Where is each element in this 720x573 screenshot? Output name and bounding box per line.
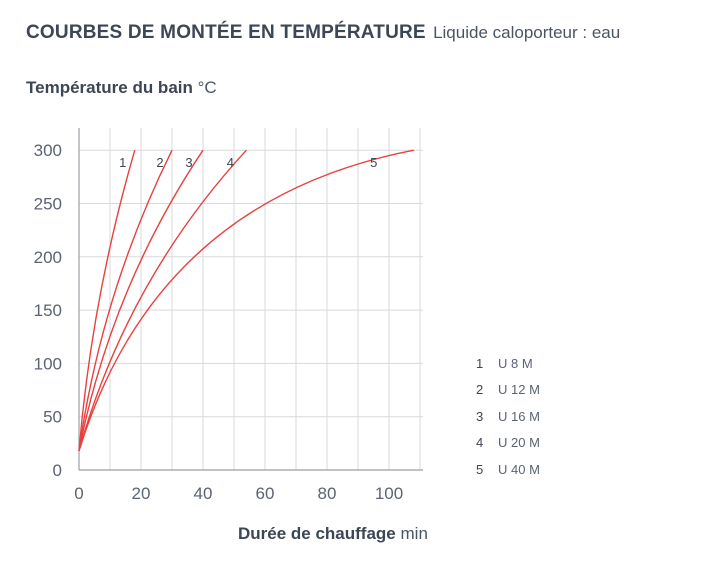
series-label-4: 4 — [227, 155, 234, 170]
series-label-3: 3 — [185, 155, 192, 170]
legend-item: 2 U 12 M — [476, 377, 540, 404]
legend: 1 U 8 M 2 U 12 M 3 U 16 M 4 U 20 M 5 U 40 M — [476, 350, 540, 483]
x-tick-label: 100 — [375, 484, 403, 503]
series-line-2 — [78, 149, 173, 451]
legend-item: 5 U 40 M — [476, 456, 540, 483]
legend-item: 3 U 16 M — [476, 403, 540, 430]
y-tick-label: 200 — [34, 248, 62, 267]
chart-title-main: COURBES DE MONTÉE EN TEMPÉRATURE — [26, 22, 426, 43]
legend-item-label: U 20 M — [498, 435, 540, 451]
y-tick-label: 250 — [34, 195, 62, 214]
y-tick-label: 0 — [53, 461, 62, 480]
series-label-2: 2 — [156, 155, 163, 170]
legend-item-label: U 16 M — [498, 408, 540, 424]
y-axis-title: Température du bain °C — [26, 78, 217, 98]
legend-item-label: U 12 M — [498, 382, 540, 398]
series-line-4 — [78, 149, 247, 452]
chart-title: COURBES DE MONTÉE EN TEMPÉRATURE Liquide… — [26, 22, 620, 44]
y-axis-unit: °C — [197, 78, 217, 97]
y-tick-label: 50 — [43, 408, 62, 427]
x-tick-label: 80 — [318, 484, 337, 503]
x-tick-label: 0 — [74, 484, 83, 503]
x-tick-label: 60 — [256, 484, 275, 503]
legend-item: 1 U 8 M — [476, 350, 540, 377]
x-axis-label: Durée de chauffage — [238, 524, 396, 543]
series-line-5 — [78, 149, 414, 452]
series-line-3 — [78, 149, 204, 451]
x-axis-title: Durée de chauffage min — [238, 524, 428, 544]
x-tick-label: 20 — [132, 484, 151, 503]
legend-item-label: U 8 M — [498, 355, 533, 371]
y-axis-label: Température du bain — [26, 78, 193, 97]
legend-item-number: 2 — [476, 382, 484, 398]
series-label-1: 1 — [119, 155, 126, 170]
y-tick-label: 150 — [34, 301, 62, 320]
legend-item-number: 5 — [476, 461, 484, 477]
series-line-1 — [78, 150, 136, 451]
legend-item-number: 3 — [476, 408, 484, 424]
x-axis-unit: min — [400, 524, 428, 543]
y-tick-label: 300 — [34, 141, 62, 160]
legend-item-number: 4 — [476, 435, 484, 451]
series-label-5: 5 — [370, 155, 377, 170]
legend-item-label: U 40 M — [498, 461, 540, 477]
y-tick-label: 100 — [34, 354, 62, 373]
x-tick-label: 40 — [194, 484, 213, 503]
chart-subtitle: Liquide caloporteur : eau — [433, 23, 621, 42]
legend-item-number: 1 — [476, 355, 484, 371]
legend-item: 4 U 20 M — [476, 430, 540, 457]
